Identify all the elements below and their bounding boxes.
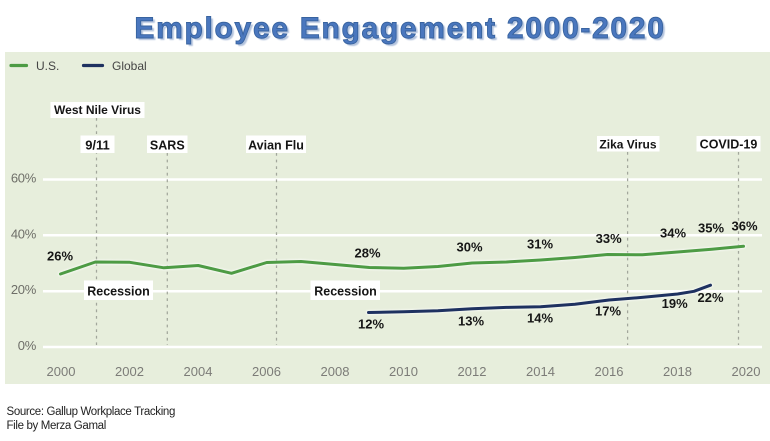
svg-text:40%: 40% — [11, 226, 37, 241]
svg-text:Avian Flu: Avian Flu — [248, 139, 304, 153]
svg-text:2006: 2006 — [252, 364, 281, 379]
svg-text:Global: Global — [112, 59, 147, 73]
svg-text:20%: 20% — [11, 282, 37, 297]
svg-text:26%: 26% — [47, 249, 73, 264]
svg-text:30%: 30% — [456, 240, 482, 255]
svg-text:17%: 17% — [595, 304, 621, 319]
svg-text:9/11: 9/11 — [85, 138, 110, 153]
svg-text:U.S.: U.S. — [36, 59, 59, 73]
svg-text:19%: 19% — [662, 296, 688, 311]
svg-text:0%: 0% — [18, 338, 37, 353]
svg-text:2020: 2020 — [732, 364, 761, 379]
svg-text:2002: 2002 — [115, 364, 144, 379]
svg-text:West Nile Virus: West Nile Virus — [54, 103, 141, 117]
svg-text:60%: 60% — [11, 171, 37, 186]
svg-text:13%: 13% — [458, 314, 484, 329]
svg-text:Recession: Recession — [87, 285, 150, 299]
svg-text:35%: 35% — [698, 221, 724, 236]
svg-text:28%: 28% — [354, 246, 380, 261]
svg-text:22%: 22% — [697, 290, 723, 305]
svg-text:12%: 12% — [358, 317, 384, 332]
svg-text:2014: 2014 — [526, 364, 555, 379]
svg-text:2016: 2016 — [595, 364, 624, 379]
svg-text:Zika Virus: Zika Virus — [599, 138, 656, 152]
svg-text:2018: 2018 — [663, 364, 692, 379]
svg-text:2008: 2008 — [321, 364, 350, 379]
svg-text:Recession: Recession — [314, 285, 377, 299]
svg-text:2000: 2000 — [47, 364, 76, 379]
svg-text:31%: 31% — [527, 237, 553, 252]
svg-text:2010: 2010 — [389, 364, 418, 379]
svg-text:COVID-19: COVID-19 — [700, 138, 758, 152]
svg-text:14%: 14% — [527, 311, 553, 326]
svg-text:34%: 34% — [660, 225, 686, 240]
svg-text:33%: 33% — [596, 231, 622, 246]
svg-text:SARS: SARS — [150, 139, 185, 153]
svg-text:2004: 2004 — [184, 364, 213, 379]
svg-text:2012: 2012 — [458, 364, 487, 379]
svg-text:36%: 36% — [731, 219, 757, 234]
